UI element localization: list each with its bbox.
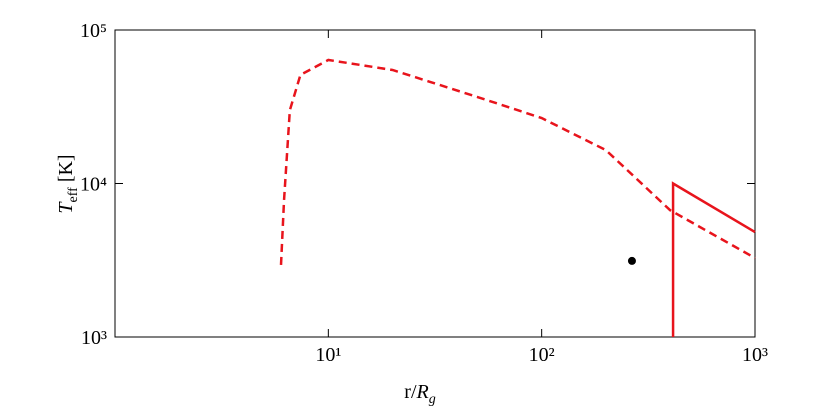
y-tick-label: 10⁴ bbox=[80, 174, 107, 196]
x-tick-label: 10³ bbox=[742, 344, 768, 366]
y-axis-label: Teff [K] bbox=[55, 154, 81, 213]
data-line bbox=[279, 58, 756, 265]
y-tick-label: 10⁵ bbox=[80, 20, 107, 42]
data-line bbox=[671, 181, 756, 337]
x-axis-label: r/Rg bbox=[404, 381, 435, 407]
y-label-part: eff bbox=[66, 187, 81, 203]
y-tick-label: 10³ bbox=[81, 327, 107, 349]
x-label-part: r/ bbox=[404, 381, 417, 403]
data-point bbox=[627, 256, 636, 265]
y-label-part: [K] bbox=[55, 154, 77, 182]
x-tick-label: 10² bbox=[529, 344, 555, 366]
y-label-part: T bbox=[55, 201, 77, 214]
plot-frame bbox=[114, 29, 756, 338]
x-label-part: R bbox=[416, 381, 429, 403]
x-tick-label: 10¹ bbox=[315, 344, 341, 366]
x-label-part: g bbox=[429, 392, 436, 407]
